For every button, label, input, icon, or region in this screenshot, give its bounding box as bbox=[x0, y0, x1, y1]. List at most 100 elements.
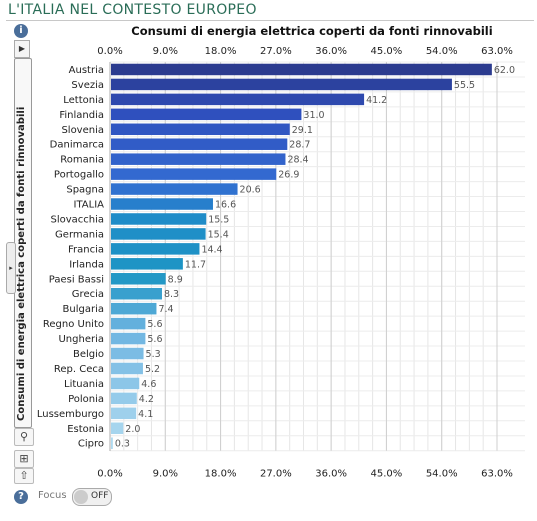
category-label: Estonia bbox=[67, 424, 104, 435]
value-label: 15.4 bbox=[208, 229, 229, 240]
bar[interactable] bbox=[111, 213, 207, 225]
chart-frame bbox=[6, 20, 534, 517]
x-tick-label-bottom: 9.0% bbox=[153, 469, 178, 480]
value-label: 28.7 bbox=[289, 140, 310, 151]
category-label: Irlanda bbox=[69, 259, 104, 270]
bar[interactable] bbox=[111, 302, 157, 315]
crop-icon[interactable]: ⊞ bbox=[14, 450, 34, 468]
bar[interactable] bbox=[111, 287, 162, 300]
help-icon[interactable]: ? bbox=[14, 490, 28, 504]
category-label: ITALIA bbox=[74, 200, 105, 211]
bar[interactable] bbox=[111, 198, 213, 210]
category-label: Francia bbox=[68, 244, 104, 255]
value-label: 26.9 bbox=[278, 170, 299, 181]
x-tick-label-top: 36.0% bbox=[315, 46, 347, 57]
bar[interactable] bbox=[111, 138, 288, 150]
bar[interactable] bbox=[111, 183, 238, 195]
x-tick-label-top: 63.0% bbox=[481, 46, 513, 57]
category-label: Austria bbox=[69, 65, 104, 76]
bar[interactable] bbox=[111, 228, 206, 240]
toggle-knob bbox=[74, 490, 88, 504]
category-label: Slovacchia bbox=[50, 214, 104, 225]
value-label: 41.2 bbox=[366, 95, 387, 106]
bar[interactable] bbox=[111, 63, 492, 76]
value-label: 4.6 bbox=[141, 379, 156, 390]
category-label: Germania bbox=[55, 229, 104, 240]
value-label: 62.0 bbox=[494, 65, 515, 76]
category-label: Polonia bbox=[68, 394, 104, 405]
x-tick-label-bottom: 27.0% bbox=[260, 469, 292, 480]
bar[interactable] bbox=[111, 243, 200, 255]
value-label: 2.0 bbox=[125, 424, 140, 435]
value-label: 8.9 bbox=[168, 274, 183, 285]
category-label: Paesi Bassi bbox=[49, 274, 104, 285]
x-tick-label-bottom: 54.0% bbox=[426, 469, 458, 480]
bar[interactable] bbox=[111, 362, 143, 375]
x-tick-label-top: 18.0% bbox=[205, 46, 237, 57]
x-tick-label-top: 9.0% bbox=[153, 46, 178, 57]
category-label: Lussemburgo bbox=[37, 409, 104, 420]
bar[interactable] bbox=[111, 93, 365, 106]
category-label: Belgio bbox=[73, 349, 104, 360]
x-tick-label-bottom: 36.0% bbox=[315, 469, 347, 480]
info-icon[interactable]: i bbox=[14, 24, 28, 38]
bar[interactable] bbox=[111, 437, 113, 449]
value-label: 4.1 bbox=[138, 409, 153, 420]
panel-expand-handle[interactable]: ▸ bbox=[6, 242, 16, 294]
value-label: 4.2 bbox=[139, 394, 154, 405]
category-label: Svezia bbox=[71, 80, 104, 91]
value-label: 5.6 bbox=[147, 334, 162, 345]
bar[interactable] bbox=[111, 332, 146, 345]
category-label: Danimarca bbox=[50, 140, 104, 151]
value-label: 11.7 bbox=[185, 259, 206, 270]
value-label: 28.4 bbox=[287, 155, 308, 166]
play-arrow-icon[interactable]: ▶ bbox=[14, 40, 30, 58]
bar[interactable] bbox=[111, 168, 277, 180]
category-label: Finlandia bbox=[59, 110, 104, 121]
category-label: Portogallo bbox=[54, 170, 104, 181]
bar[interactable] bbox=[111, 347, 144, 360]
category-label: Cipro bbox=[78, 439, 104, 450]
chart-title: Consumi di energia elettrica coperti da … bbox=[131, 24, 492, 38]
value-label: 7.4 bbox=[158, 304, 173, 315]
value-label: 29.1 bbox=[292, 125, 313, 136]
value-label: 5.2 bbox=[145, 364, 160, 375]
value-label: 8.3 bbox=[164, 289, 179, 300]
focus-toggle-state: OFF bbox=[91, 491, 109, 501]
value-label: 5.6 bbox=[147, 319, 162, 330]
bar[interactable] bbox=[111, 422, 124, 435]
value-label: 0.3 bbox=[115, 439, 130, 450]
bar[interactable] bbox=[111, 153, 286, 165]
x-tick-label-top: 0.0% bbox=[97, 46, 122, 57]
bar[interactable] bbox=[111, 392, 137, 405]
magnify-icon[interactable]: ⚲ bbox=[14, 428, 34, 446]
export-icon[interactable]: ⇧ bbox=[14, 468, 34, 484]
bar[interactable] bbox=[111, 108, 302, 121]
bar[interactable] bbox=[111, 123, 290, 136]
value-label: 16.6 bbox=[215, 200, 236, 211]
focus-label: Focus bbox=[38, 490, 67, 501]
bar[interactable] bbox=[111, 78, 452, 91]
category-label: Slovenia bbox=[61, 125, 104, 136]
x-tick-label-bottom: 63.0% bbox=[481, 469, 513, 480]
category-label: Romania bbox=[60, 155, 104, 166]
category-label: Bulgaria bbox=[63, 304, 104, 315]
bar[interactable] bbox=[111, 273, 166, 285]
bar[interactable] bbox=[111, 258, 183, 270]
page-title: L'ITALIA NEL CONTESTO EUROPEO bbox=[8, 2, 257, 18]
category-label: Lettonia bbox=[63, 95, 104, 106]
x-tick-label-top: 27.0% bbox=[260, 46, 292, 57]
value-label: 5.3 bbox=[146, 349, 161, 360]
x-tick-label-top: 45.0% bbox=[371, 46, 403, 57]
category-label: Spagna bbox=[66, 185, 104, 196]
category-label: Ungheria bbox=[58, 334, 104, 345]
focus-toggle[interactable]: OFF bbox=[72, 488, 112, 506]
bar[interactable] bbox=[111, 377, 140, 390]
bar[interactable] bbox=[111, 317, 146, 330]
x-tick-label-bottom: 0.0% bbox=[97, 469, 122, 480]
x-tick-label-bottom: 45.0% bbox=[371, 469, 403, 480]
x-tick-label-bottom: 18.0% bbox=[205, 469, 237, 480]
value-label: 20.6 bbox=[240, 185, 261, 196]
bar[interactable] bbox=[111, 407, 137, 420]
